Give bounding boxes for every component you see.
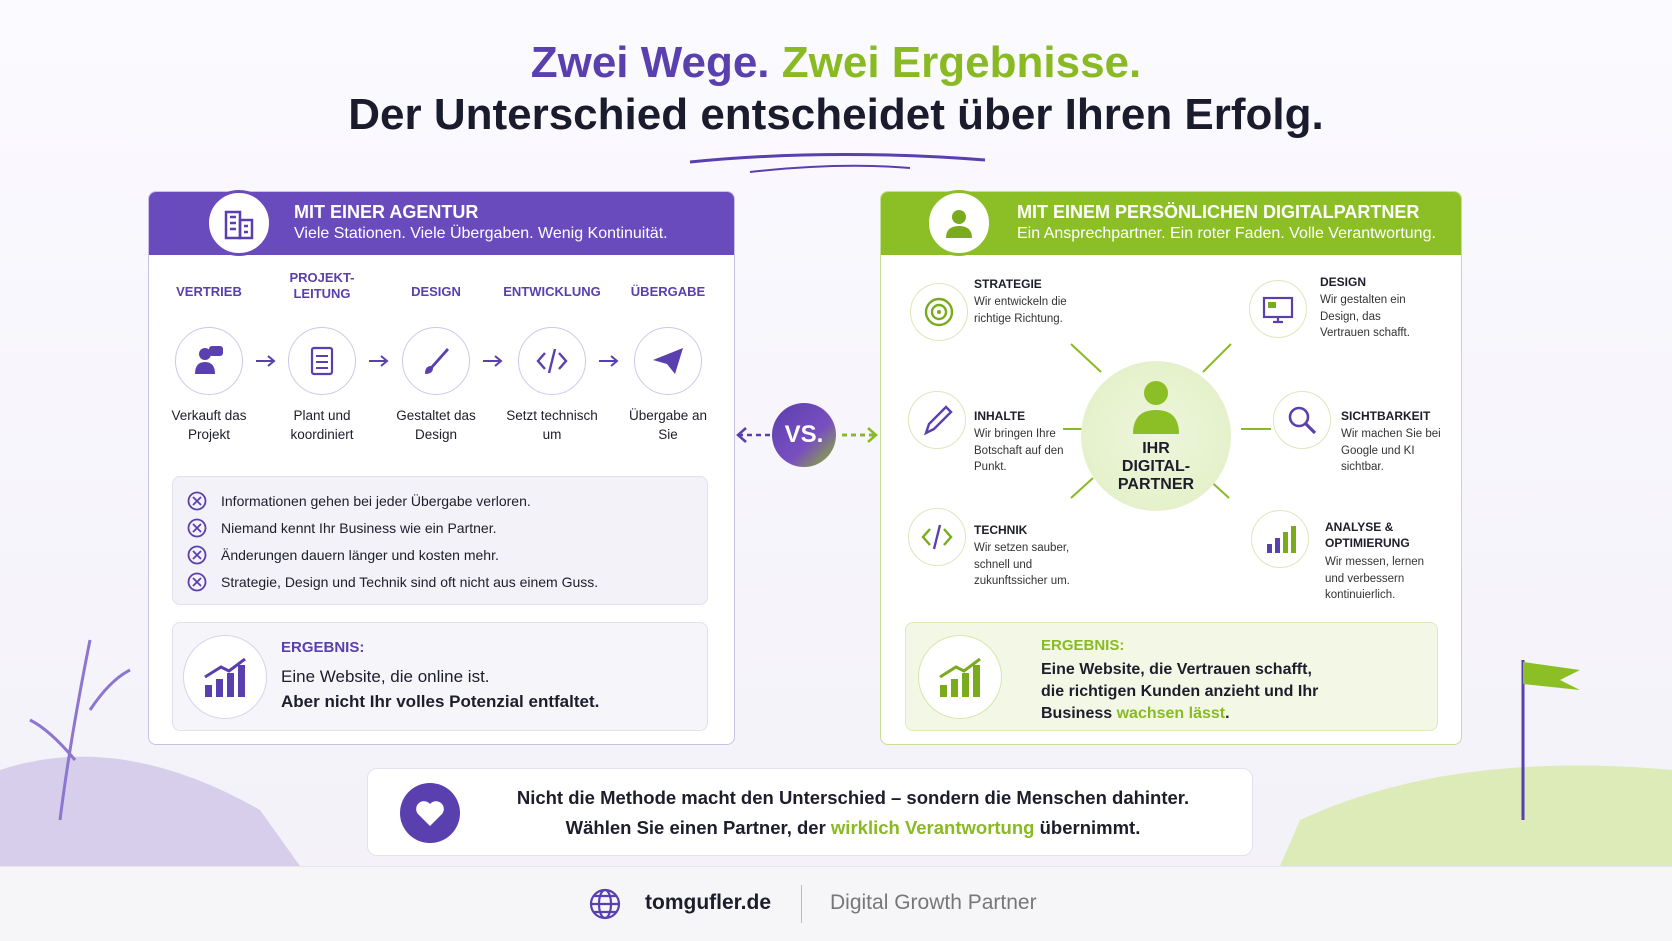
step-label: ÜBERGABE xyxy=(630,284,706,299)
step-icon xyxy=(518,327,586,395)
partner-title: MIT EINEM PERSÖNLICHEN DIGITALPARTNER xyxy=(1017,202,1420,222)
heart-icon xyxy=(400,783,460,843)
agency-result: ERGEBNIS: Eine Website, die online ist. … xyxy=(172,622,708,731)
tagline: Digital Growth Partner xyxy=(830,891,1037,914)
step-icon xyxy=(402,327,470,395)
partner-icon xyxy=(926,190,992,256)
x-icon xyxy=(187,572,207,592)
service-title: STRATEGIE xyxy=(974,277,1042,291)
banner-line: Nicht die Methode macht den Unterschied … xyxy=(516,787,1190,808)
vs: VS. xyxy=(772,403,836,467)
step-arrow xyxy=(256,355,276,367)
service-icon xyxy=(908,391,966,449)
subtitle: Der Unterschied entscheidet über Ihren E… xyxy=(348,90,1324,139)
result-highlight: wachsen lässt xyxy=(1116,705,1226,722)
x-icon xyxy=(187,491,207,511)
underline xyxy=(689,152,986,173)
issues-box: Informationen gehen bei jeder Übergabe v… xyxy=(172,476,708,605)
service-icon xyxy=(1251,510,1309,568)
service-desc: Wir machen Sie bei Google und KI sichtba… xyxy=(1341,428,1441,473)
service-desc: Wir setzen sauber, schnell und zukunftss… xyxy=(974,542,1070,587)
service-desc: Wir bringen Ihre Botschaft auf den Punkt… xyxy=(974,428,1064,473)
agency-card: MIT EINER AGENTUR Viele Stationen. Viele… xyxy=(148,190,735,745)
service-desc: Wir messen, lernen und verbessern kontin… xyxy=(1325,556,1425,601)
footer: tomgufler.de Digital Growth Partner xyxy=(0,866,1672,941)
partner-subtitle: Ein Ansprechpartner. Ein roter Faden. Vo… xyxy=(1017,225,1436,242)
step-arrow xyxy=(483,355,503,367)
result-line: Eine Website, die online ist. xyxy=(281,667,490,686)
issue: Strategie, Design und Technik sind oft n… xyxy=(221,574,599,590)
issue: Änderungen dauern länger und kosten mehr… xyxy=(221,547,499,563)
partner-card: MIT EINEM PERSÖNLICHEN DIGITALPARTNER Ei… xyxy=(880,190,1462,745)
issue: Niemand kennt Ihr Business wie ein Partn… xyxy=(221,520,497,536)
title: Zwei Wege. Zwei Ergebnisse. xyxy=(0,38,1672,88)
step-desc: Verkauft das Projekt xyxy=(171,408,247,442)
banner-highlight: wirklich Verantwortung xyxy=(830,817,1035,838)
agency-title: MIT EINER AGENTUR xyxy=(294,202,479,222)
step-desc: Übergabe an Sie xyxy=(628,408,708,442)
service-title: TECHNIK xyxy=(974,523,1028,537)
result-icon xyxy=(918,635,1002,719)
result-text-part: . xyxy=(1225,705,1230,722)
center-label: IHR DIGITAL-PARTNER xyxy=(1117,440,1195,493)
step-arrow xyxy=(599,355,619,367)
banner-part: übernimmt. xyxy=(1039,817,1141,838)
result-text: Eine Website, die Vertrauen schafft, die… xyxy=(1041,659,1326,725)
step-arrow xyxy=(369,355,389,367)
landscape xyxy=(0,639,1672,866)
service-title: ANALYSE & OPTIMIERUNG xyxy=(1325,520,1410,550)
banner-line: Wählen Sie einen Partner, der wirklich V… xyxy=(468,817,1238,839)
step-icon xyxy=(288,327,356,395)
banner: Nicht die Methode macht den Unterschied … xyxy=(367,768,1253,856)
service-icon xyxy=(1249,280,1307,338)
step-desc: Gestaltet das Design xyxy=(396,408,476,442)
step-icon xyxy=(175,327,243,395)
service-desc: Wir gestalten ein Design, das Vertrauen … xyxy=(1320,294,1410,339)
service-icon xyxy=(1273,391,1331,449)
service-title: INHALTE xyxy=(974,409,1026,423)
service-desc: Wir entwickeln die richtige Richtung. xyxy=(974,296,1067,325)
title-part: Zwei Ergebnisse. xyxy=(781,38,1142,87)
divider xyxy=(801,885,802,923)
title-part: Zwei Wege. xyxy=(530,38,770,87)
agency-icon xyxy=(206,190,272,256)
step-label: PROJEKT-LEITUNG xyxy=(289,270,355,301)
vs-arrows xyxy=(736,427,878,443)
result-text-part: Eine Website, die Vertrauen schafft, die… xyxy=(1041,661,1319,722)
x-icon xyxy=(187,518,207,538)
result-icon xyxy=(183,635,267,719)
service-title: SICHTBARKEIT xyxy=(1341,409,1431,423)
step-label: ENTWICKLUNG xyxy=(503,284,601,299)
service-title: DESIGN xyxy=(1320,275,1367,289)
result-line: Aber nicht Ihr volles Potenzial entfalte… xyxy=(281,692,600,711)
globe-icon xyxy=(589,888,621,920)
step-desc: Plant und koordiniert xyxy=(290,408,354,442)
result-label: ERGEBNIS: xyxy=(281,639,365,656)
step-desc: Setzt technisch um xyxy=(506,408,598,442)
service-icon xyxy=(910,283,968,341)
agency-subtitle: Viele Stationen. Viele Übergaben. Wenig … xyxy=(294,225,668,242)
step-icon xyxy=(634,327,702,395)
issue: Informationen gehen bei jeder Übergabe v… xyxy=(221,493,531,509)
connectors xyxy=(1063,343,1271,499)
step-label: DESIGN xyxy=(411,284,461,299)
partner-result: ERGEBNIS: Eine Website, die Vertrauen sc… xyxy=(905,622,1438,731)
site: tomgufler.de xyxy=(645,891,772,914)
step-label: VERTRIEB xyxy=(176,284,242,299)
banner-part: Wählen Sie einen Partner, der xyxy=(565,817,826,838)
x-icon xyxy=(187,545,207,565)
result-label: ERGEBNIS: xyxy=(1041,637,1125,654)
service-icon xyxy=(908,508,966,566)
center-circle: IHR DIGITAL-PARTNER xyxy=(1081,361,1231,511)
